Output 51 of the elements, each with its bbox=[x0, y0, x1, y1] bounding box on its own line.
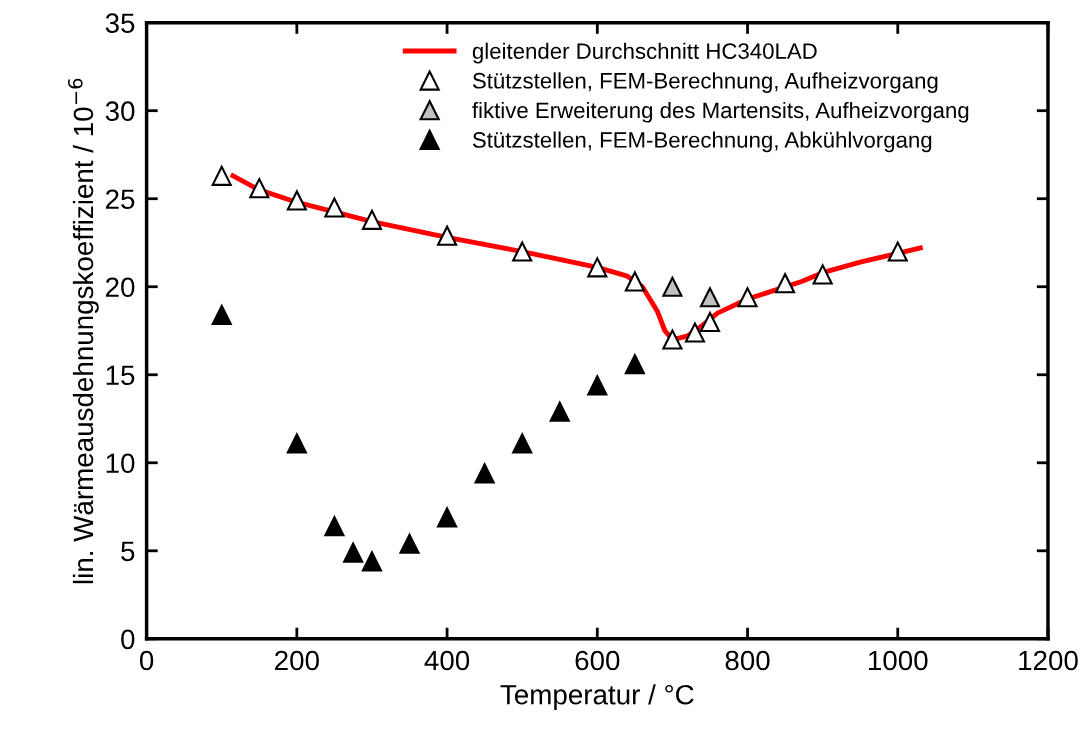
x-tick-label: 200 bbox=[275, 650, 319, 671]
point bbox=[343, 542, 364, 563]
y-tick-label: 15 bbox=[106, 365, 135, 386]
point bbox=[684, 322, 706, 343]
point bbox=[324, 516, 345, 537]
point bbox=[549, 401, 570, 422]
point bbox=[699, 287, 721, 308]
point bbox=[211, 304, 232, 325]
point bbox=[286, 433, 307, 454]
y-axis-title: lin. Wärmeausdehnungskoeffizient / 10$^{−6}$ bbox=[67, 78, 99, 584]
y-tick-label: 0 bbox=[121, 629, 135, 650]
x-tick-label: 1200 bbox=[1019, 650, 1078, 671]
x-tick-label: 0 bbox=[139, 650, 154, 671]
legend-label: Stützstellen, FEM-Berechnung, Abkühlvorgang bbox=[472, 131, 932, 153]
y-tick-label: 10 bbox=[106, 453, 135, 474]
point bbox=[286, 190, 307, 211]
y-tick-label: 5 bbox=[121, 541, 135, 562]
point bbox=[361, 209, 383, 230]
point bbox=[324, 197, 345, 218]
point bbox=[512, 433, 533, 454]
point bbox=[624, 354, 645, 375]
point bbox=[512, 241, 533, 262]
point bbox=[437, 225, 458, 246]
point bbox=[887, 241, 908, 262]
legend-label: Stützstellen, FEM-Berechnung, Aufheizvorgang bbox=[472, 72, 938, 93]
point bbox=[587, 257, 608, 278]
x-tick-label: 600 bbox=[575, 650, 620, 671]
y-tick-label: 25 bbox=[106, 189, 135, 210]
point bbox=[249, 178, 270, 199]
x-axis-title: Temperatur / °C bbox=[500, 684, 694, 711]
legend-label: gleitender Durchschnitt HC340LAD bbox=[472, 42, 817, 64]
point bbox=[587, 375, 608, 396]
point bbox=[775, 273, 796, 294]
y-tick-label: 20 bbox=[106, 277, 135, 298]
point bbox=[662, 329, 683, 350]
point bbox=[737, 287, 758, 308]
point bbox=[399, 533, 420, 554]
legend-label: fiktive Erweiterung des Martensits, Aufheizvorgang bbox=[472, 101, 969, 123]
y-tick-label: 35 bbox=[105, 13, 135, 34]
x-tick-label: 400 bbox=[424, 650, 470, 671]
point bbox=[662, 276, 683, 297]
x-tick-label: 1000 bbox=[868, 650, 928, 671]
y-tick-label: 30 bbox=[105, 101, 135, 122]
point bbox=[624, 271, 645, 292]
point bbox=[699, 311, 721, 333]
point bbox=[361, 551, 383, 572]
point bbox=[474, 463, 495, 484]
point bbox=[437, 507, 458, 528]
x-tick-label: 800 bbox=[725, 650, 770, 671]
point bbox=[211, 165, 232, 186]
point bbox=[812, 264, 833, 285]
